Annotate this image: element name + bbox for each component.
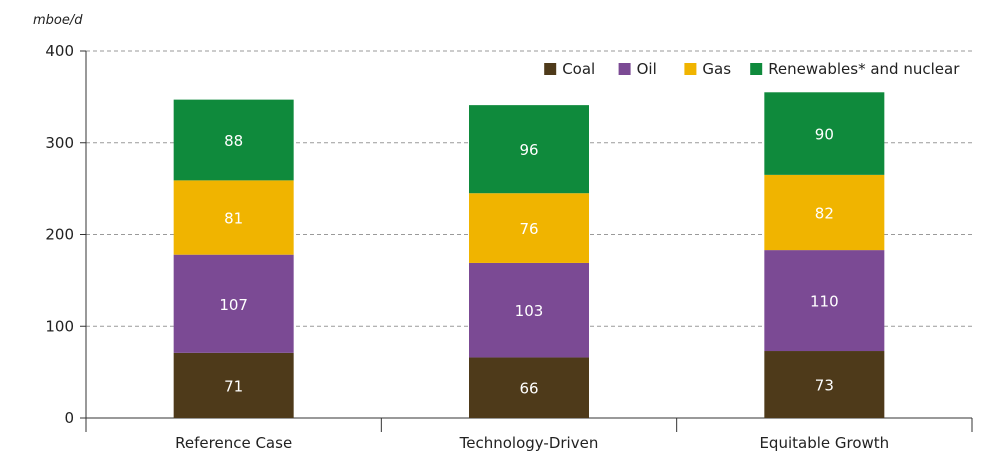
- legend-swatch: [544, 63, 557, 75]
- x-category-label: Equitable Growth: [759, 434, 889, 452]
- data-label: 88: [224, 132, 243, 150]
- legend-label: Oil: [637, 60, 657, 78]
- data-label: 107: [219, 296, 248, 314]
- y-tick-label: 200: [45, 226, 74, 244]
- y-tick-label: 0: [64, 409, 74, 427]
- bar-segment-coal: [764, 351, 885, 418]
- data-label: 73: [815, 377, 834, 395]
- y-tick-label: 300: [45, 134, 74, 152]
- x-category-label: Reference Case: [175, 434, 292, 452]
- data-label: 66: [519, 380, 538, 398]
- bar-segment-renewables-and-nuclear: [469, 105, 589, 194]
- legend-swatch: [618, 63, 631, 75]
- data-label: 90: [815, 126, 834, 144]
- x-category-label: Technology-Driven: [459, 434, 599, 452]
- data-label: 81: [224, 210, 243, 228]
- bar-segment-gas: [173, 180, 294, 255]
- data-label: 76: [519, 220, 538, 238]
- data-label: 103: [515, 302, 544, 320]
- legend-label: Coal: [562, 60, 595, 78]
- bars: 71 107 81 88 66 103 76 96 73 110 82 90: [173, 92, 885, 418]
- legend-label: Gas: [702, 60, 731, 78]
- y-tick-label: 100: [45, 317, 74, 335]
- bar-segment-gas: [469, 193, 589, 263]
- bar-segment-renewables-and-nuclear: [173, 99, 294, 181]
- bar-segment-oil: [764, 250, 885, 352]
- data-label: 110: [810, 293, 839, 311]
- data-label: 71: [224, 377, 243, 395]
- bar-segment-gas: [764, 174, 885, 251]
- legend-label: Renewables* and nuclear: [768, 60, 960, 78]
- data-label: 82: [815, 204, 834, 222]
- bar-segment-renewables-and-nuclear: [764, 92, 885, 175]
- y-tick-label: 400: [45, 42, 74, 60]
- legend-swatch: [684, 63, 697, 75]
- legend-swatch: [750, 63, 763, 75]
- bar-segment-coal: [173, 352, 294, 418]
- bar-segment-oil: [469, 262, 589, 358]
- y-axis-unit-label: mboe/d: [33, 13, 83, 28]
- bar-segment-oil: [173, 254, 294, 353]
- legend: Coal Oil Gas Renewables* and nuclear: [544, 60, 960, 78]
- bar-segment-coal: [469, 357, 589, 418]
- data-label: 96: [519, 141, 538, 159]
